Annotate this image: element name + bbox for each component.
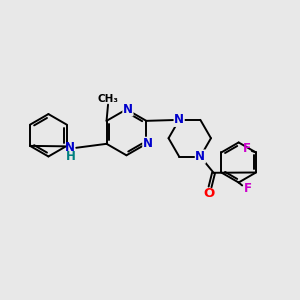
Text: N: N xyxy=(143,137,153,150)
Text: N: N xyxy=(123,103,133,116)
Text: F: F xyxy=(242,142,250,155)
Text: H: H xyxy=(65,149,75,163)
Text: O: O xyxy=(204,187,215,200)
Text: N: N xyxy=(174,113,184,126)
Text: CH₃: CH₃ xyxy=(98,94,118,104)
Text: N: N xyxy=(195,150,205,163)
Text: N: N xyxy=(65,141,75,154)
Text: F: F xyxy=(244,182,251,196)
